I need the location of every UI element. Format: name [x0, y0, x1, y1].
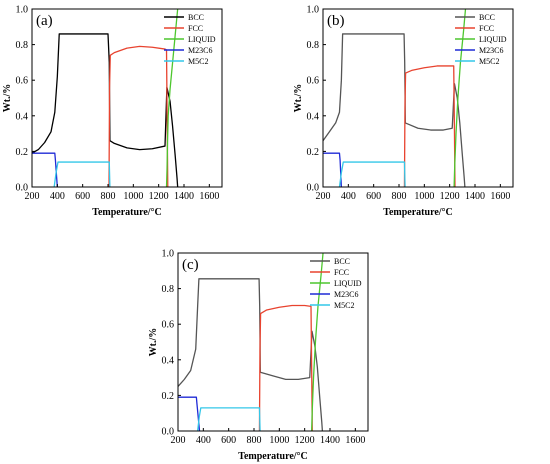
x-tick-label: 200: [316, 191, 331, 202]
legend: BCC FCC LIQUID M23C6 M5C2: [310, 257, 362, 310]
series-line-bcc: [323, 33, 466, 187]
y-tick-label: 0.0: [16, 183, 29, 194]
legend-entry: FCC: [334, 268, 349, 277]
legend-entry: LIQUID: [334, 279, 362, 288]
legend-entry: M5C2: [479, 57, 499, 66]
chart-panel: 200 400 600 800 1000 1200 1400 1600 0.0 0.2 0.4 0.6…: [148, 249, 369, 462]
series-group: [178, 253, 324, 431]
y-tick-label: 0.6: [16, 76, 29, 87]
legend: BCC FCC LIQUID M23C6 M5C2: [455, 13, 507, 66]
y-tick-label: 0.8: [162, 284, 175, 295]
y-tick-label: 0.4: [16, 111, 29, 122]
legend-entry: M23C6: [188, 46, 212, 55]
x-tick-label: 200: [25, 191, 40, 202]
y-tick-label: 0.4: [162, 355, 175, 366]
panel-label: (b): [327, 13, 345, 29]
x-tick-label: 800: [101, 191, 116, 202]
series-group: [32, 9, 179, 187]
x-tick-label: 400: [50, 191, 65, 202]
series-line-fcc: [108, 45, 169, 187]
x-tick-label: 1400: [320, 435, 340, 446]
series-line-bcc: [178, 278, 324, 431]
series-line-m23c6: [323, 152, 343, 187]
series-line-liquid: [453, 9, 467, 187]
legend-entry: M5C2: [188, 57, 208, 66]
x-tick-label: 600: [221, 435, 236, 446]
legend-entry: LIQUID: [188, 35, 216, 44]
x-tick-label: 200: [171, 435, 186, 446]
y-tick-label: 0.2: [162, 391, 175, 402]
y-tick-label: 0.8: [16, 40, 29, 51]
x-tick-label: 1000: [269, 435, 289, 446]
x-axis-label: Temperature/°C: [238, 451, 308, 462]
legend-entry: BCC: [188, 13, 204, 22]
y-tick-label: 1.0: [162, 249, 175, 260]
legend-entry: BCC: [479, 13, 495, 22]
legend-entry: M5C2: [334, 301, 354, 310]
chart-panel: 200 400 600 800 1000 1200 1400 1600 0.0 0.2 0.4 0.6…: [2, 5, 223, 218]
series-group: [323, 9, 467, 187]
plot-frame: [177, 252, 369, 432]
y-axis-label: Wt./%: [2, 84, 13, 113]
series-line-fcc: [258, 304, 313, 431]
series-line-liquid: [165, 9, 179, 187]
series-line-bcc: [32, 33, 179, 187]
y-tick-label: 0.6: [162, 320, 175, 331]
series-line-m5c2: [53, 161, 111, 187]
plot-frame: [31, 8, 223, 188]
x-tick-label: 1200: [149, 191, 169, 202]
series-line-fcc: [403, 65, 456, 187]
y-axis-label: Wt./%: [293, 84, 304, 113]
y-tick-label: 0.0: [162, 427, 175, 438]
y-tick-label: 0.4: [307, 111, 320, 122]
plot-frame: [322, 8, 514, 188]
y-tick-label: 1.0: [307, 5, 320, 16]
series-line-liquid: [310, 253, 324, 431]
series-line-m23c6: [32, 152, 58, 187]
series-line-m5c2: [338, 161, 406, 187]
legend: BCC FCC LIQUID M23C6 M5C2: [164, 13, 216, 66]
legend-entry: LIQUID: [479, 35, 507, 44]
y-axis-label: Wt./%: [148, 328, 159, 357]
legend-entry: M23C6: [334, 290, 358, 299]
x-tick-label: 800: [392, 191, 407, 202]
series-line-m23c6: [178, 396, 201, 431]
x-axis-label: Temperature/°C: [383, 207, 453, 218]
x-tick-label: 1400: [174, 191, 194, 202]
legend-entry: FCC: [479, 24, 494, 33]
x-tick-label: 400: [341, 191, 356, 202]
y-tick-label: 0.2: [307, 147, 320, 158]
chart-panel: 200 400 600 800 1000 1200 1400 1600 0.0 0.2 0.4 0.6…: [293, 5, 514, 218]
y-tick-label: 0.8: [307, 40, 320, 51]
panel-label: (a): [36, 13, 53, 29]
x-tick-label: 1600: [199, 191, 219, 202]
x-tick-label: 1000: [123, 191, 143, 202]
x-tick-label: 800: [247, 435, 262, 446]
x-tick-label: 600: [75, 191, 90, 202]
legend-entry: BCC: [334, 257, 350, 266]
legend-entry: M23C6: [479, 46, 503, 55]
y-tick-label: 1.0: [16, 5, 29, 16]
x-tick-label: 1000: [414, 191, 434, 202]
x-tick-label: 600: [366, 191, 381, 202]
x-tick-label: 400: [196, 435, 211, 446]
x-tick-label: 1400: [465, 191, 485, 202]
x-tick-label: 1200: [295, 435, 315, 446]
x-tick-label: 1600: [345, 435, 365, 446]
x-tick-label: 1200: [440, 191, 460, 202]
y-tick-label: 0.6: [307, 76, 320, 87]
y-tick-label: 0.0: [307, 183, 320, 194]
panel-label: (c): [182, 257, 199, 273]
x-axis-label: Temperature/°C: [92, 207, 162, 218]
y-tick-label: 0.2: [16, 147, 29, 158]
legend-entry: FCC: [188, 24, 203, 33]
x-tick-label: 1600: [490, 191, 510, 202]
series-line-m5c2: [196, 407, 261, 431]
